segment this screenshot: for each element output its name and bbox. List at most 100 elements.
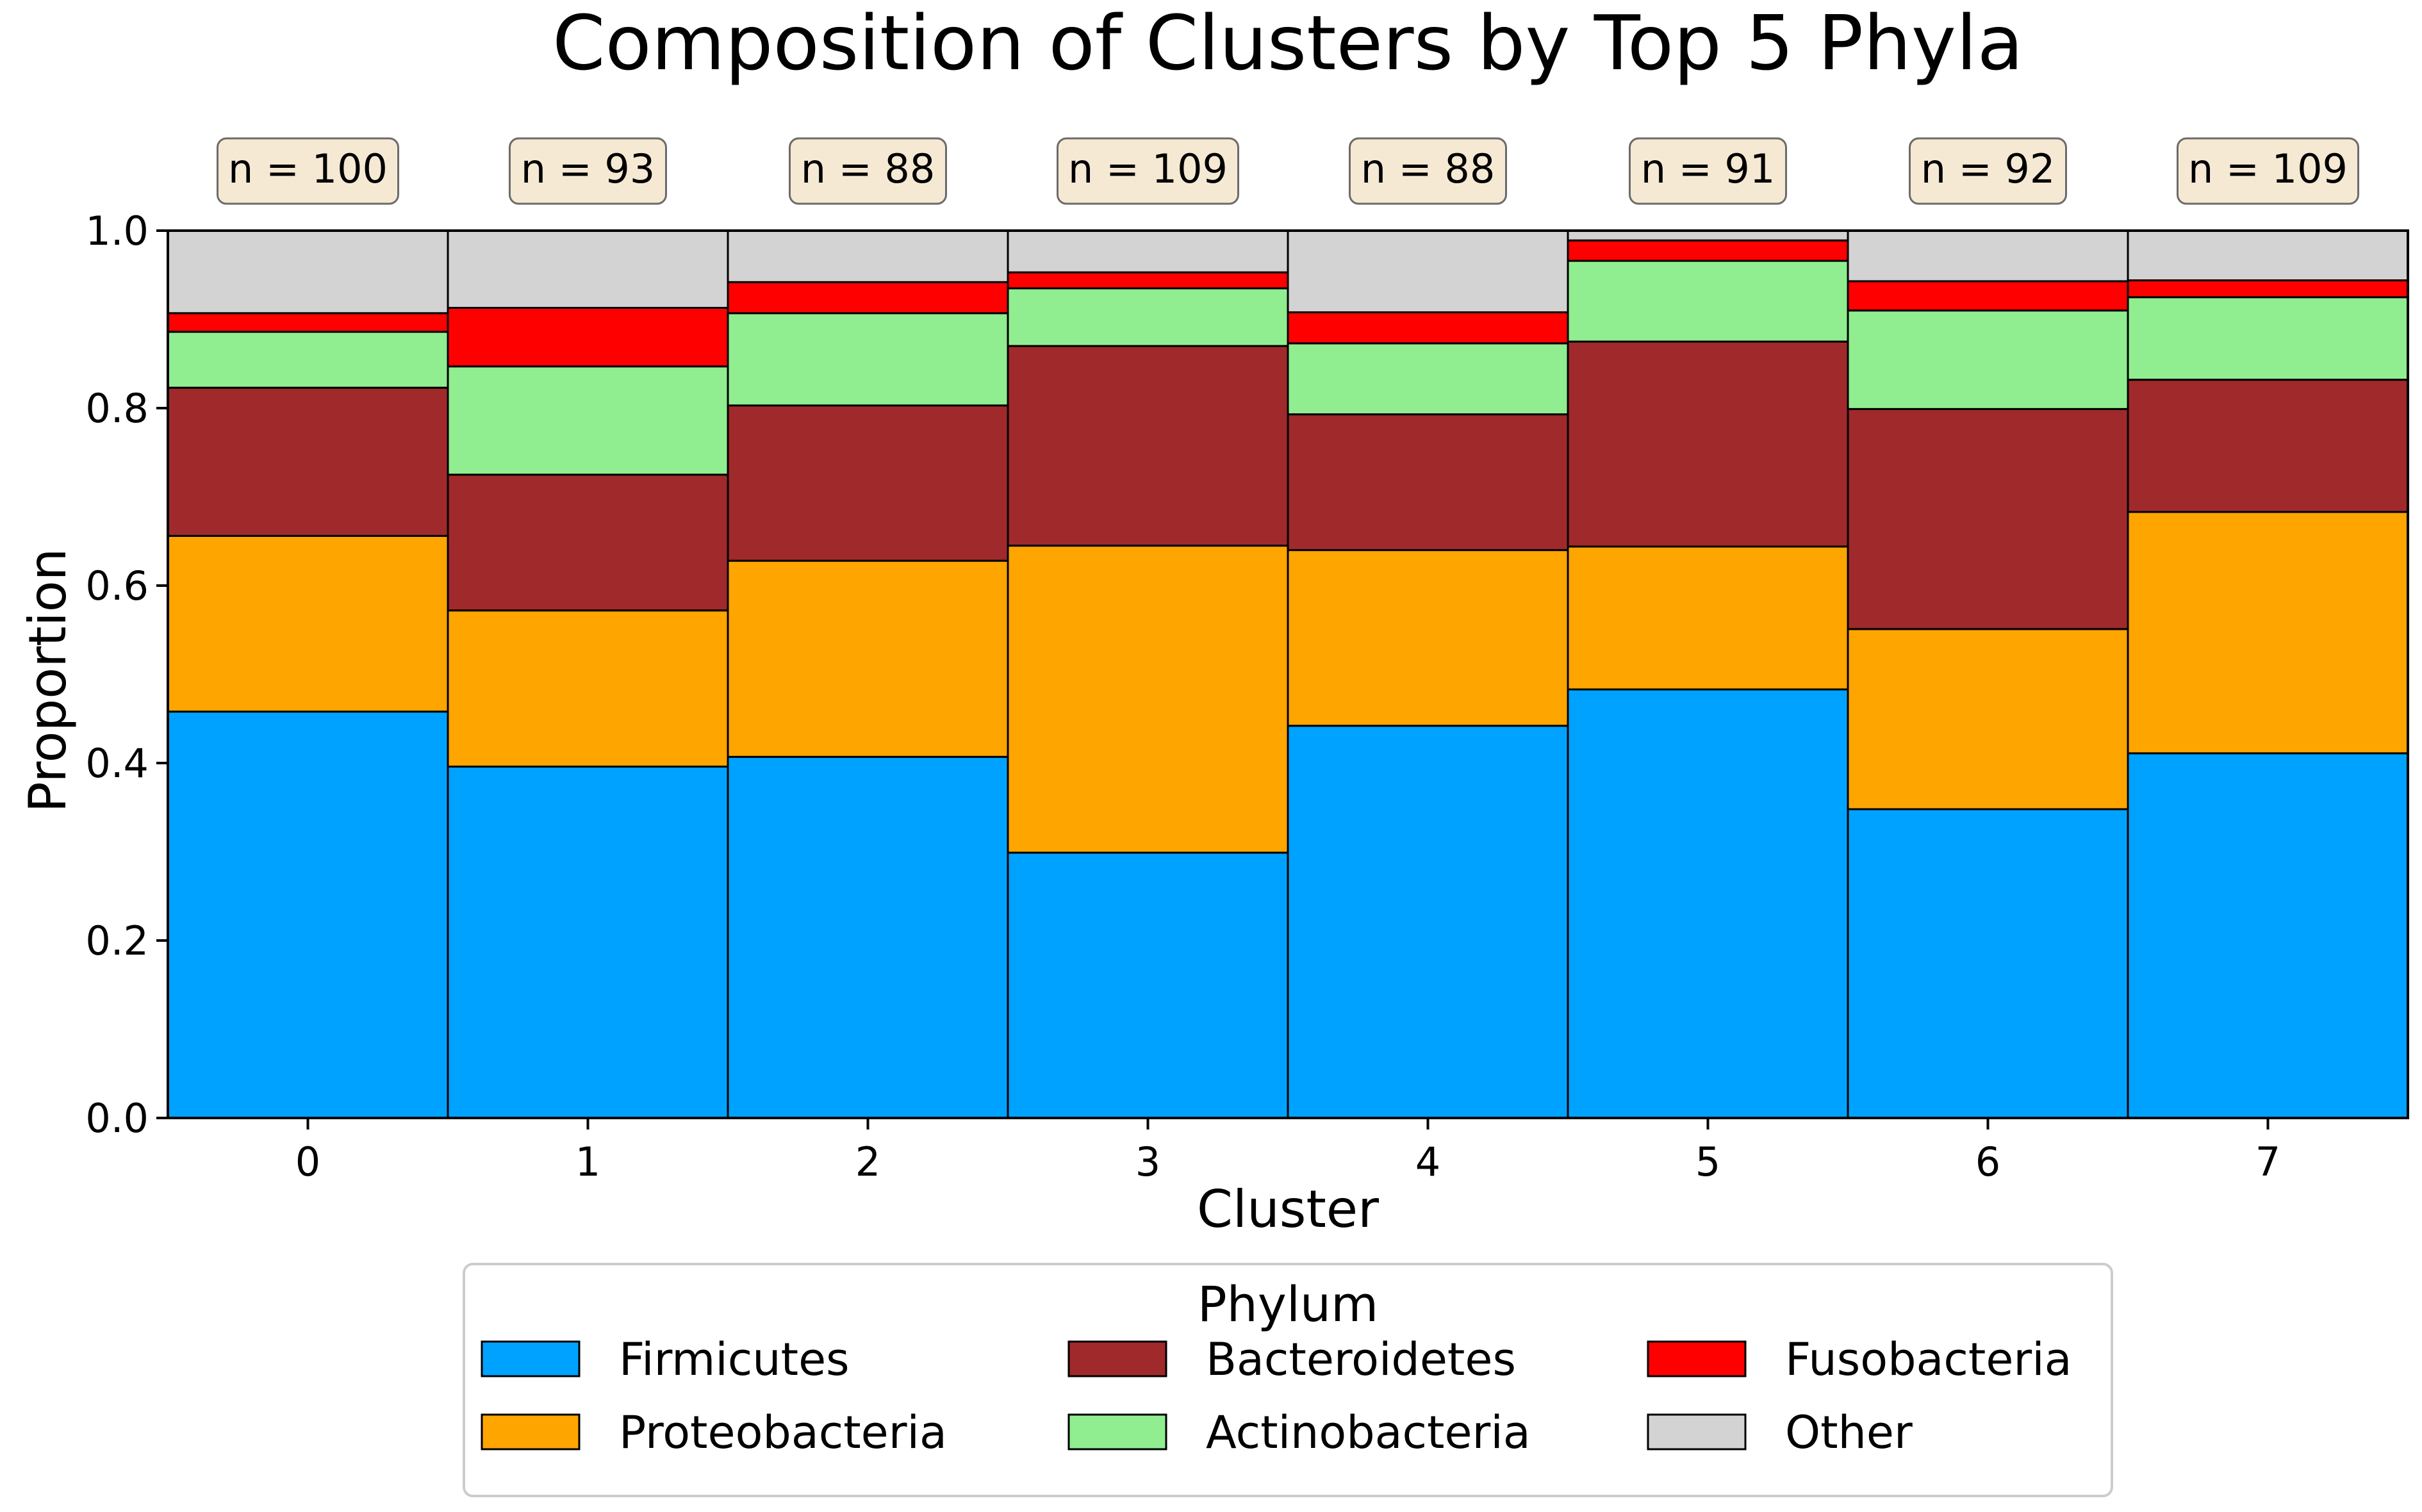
bar-segment-cluster-6-series-1 (1847, 628, 2129, 810)
bar-segment-cluster-1-series-5 (447, 229, 729, 309)
bar-segment-cluster-2-series-4 (727, 281, 1009, 315)
y-tick-label: 0.6 (85, 563, 149, 609)
count-badges: n = 100 n = 93 n = 88 n = 109 n = 88 n = 91 n … (217, 137, 2359, 205)
bar-segment-cluster-7-series-3 (2127, 296, 2409, 381)
bar-segment-cluster-4-series-4 (1287, 311, 1569, 345)
y-tick-label: 0.0 (85, 1095, 149, 1142)
bar-segment-cluster-7-series-0 (2127, 752, 2409, 1119)
bar-segment-cluster-5-series-3 (1567, 259, 1849, 343)
bar-segment-cluster-3-series-2 (1007, 345, 1289, 547)
x-tick-label: 2 (855, 1138, 880, 1185)
bar-segment-cluster-7-series-2 (2127, 379, 2409, 513)
legend-label-4: Fusobacteria (1785, 1333, 2072, 1386)
x-tick-label: 7 (2255, 1138, 2280, 1185)
x-tick-label: 6 (1975, 1138, 2000, 1185)
bar-segment-cluster-5-series-4 (1567, 239, 1849, 262)
count-badge-box (217, 137, 399, 205)
bar-segment-cluster-0-series-3 (167, 331, 449, 389)
count-badge-label: n = 92 (1921, 145, 2055, 192)
bar-segment-cluster-4-series-1 (1287, 549, 1569, 727)
bar-segment-cluster-0-series-2 (167, 386, 449, 537)
bar-segment-cluster-1-series-1 (447, 609, 729, 768)
chart-title: Composition of Clusters by Top 5 Phyla (552, 0, 2023, 87)
x-tick-label: 4 (1415, 1138, 1440, 1185)
count-badge-box (509, 137, 667, 205)
bar-segment-cluster-0-series-4 (167, 312, 449, 333)
bar-segment-cluster-0-series-0 (167, 711, 449, 1119)
bar-segment-cluster-3-series-5 (1007, 229, 1289, 274)
bar-segment-cluster-2-series-0 (727, 755, 1009, 1119)
count-badge-box (789, 137, 947, 205)
bar-segment-cluster-1-series-3 (447, 365, 729, 476)
x-tick-label: 0 (295, 1138, 320, 1185)
count-badge-box (2177, 137, 2359, 205)
bar-segment-cluster-3-series-0 (1007, 851, 1289, 1119)
legend-label-5: Other (1785, 1406, 1913, 1459)
legend-label-0: Firmicutes (619, 1333, 850, 1386)
x-tick-label: 5 (1695, 1138, 1720, 1185)
bars (167, 229, 2409, 1119)
bar-segment-cluster-3-series-4 (1007, 271, 1289, 290)
count-badge-box (1909, 137, 2067, 205)
count-badge-label: n = 88 (801, 145, 935, 192)
bar-segment-cluster-5-series-0 (1567, 688, 1849, 1119)
bar-segment-cluster-2-series-1 (727, 559, 1009, 758)
y-tick-label: 0.4 (85, 740, 149, 787)
legend-swatch-4 (1647, 1340, 1747, 1377)
x-tick-label: 1 (575, 1138, 600, 1185)
count-badge-label: n = 109 (2188, 145, 2348, 192)
bar-segment-cluster-1-series-2 (447, 473, 729, 612)
bar-segment-cluster-7-series-5 (2127, 229, 2409, 282)
legend-label-2: Bacteroidetes (1206, 1333, 1516, 1386)
count-badge-box (1349, 137, 1507, 205)
bar-segment-cluster-4-series-2 (1287, 413, 1569, 552)
legend-label-3: Actinobacteria (1206, 1406, 1531, 1459)
bar-segment-cluster-4-series-5 (1287, 229, 1569, 313)
count-badge-box (1629, 137, 1787, 205)
bar-segment-cluster-2-series-3 (727, 312, 1009, 407)
bar-segment-cluster-1-series-0 (447, 766, 729, 1119)
bar-segment-cluster-0-series-1 (167, 534, 449, 713)
count-badge-box (1057, 137, 1239, 205)
bar-segment-cluster-3-series-3 (1007, 287, 1289, 347)
bar-segment-cluster-6-series-3 (1847, 309, 2129, 410)
count-badge-label: n = 100 (228, 145, 388, 192)
bar-segment-cluster-3-series-1 (1007, 545, 1289, 854)
bar-segment-cluster-7-series-4 (2127, 279, 2409, 299)
bar-segment-cluster-6-series-0 (1847, 808, 2129, 1119)
legend-swatch-1 (481, 1413, 581, 1450)
y-tick-label: 0.2 (85, 917, 149, 964)
bar-segment-cluster-0-series-5 (167, 229, 449, 315)
legend-swatch-5 (1647, 1413, 1747, 1450)
count-badge-label: n = 109 (1068, 145, 1228, 192)
axes: 0.0 0.2 0.4 0.6 0.8 1.0 0 1 2 3 4 5 6 7 (85, 208, 2409, 1185)
y-axis-label: Proportion (18, 548, 78, 813)
bar-segment-cluster-4-series-0 (1287, 725, 1569, 1119)
y-tick-label: 1.0 (85, 208, 149, 254)
bar-segment-cluster-5-series-1 (1567, 545, 1849, 691)
legend-title: Phylum (1198, 1276, 1378, 1333)
legend-swatch-3 (1067, 1413, 1167, 1450)
legend-swatch-0 (481, 1340, 581, 1377)
legend: Phylum Firmicutes Proteobacteria Bacteroid… (463, 1263, 2113, 1497)
y-tick-label: 0.8 (85, 385, 149, 432)
bar-segment-cluster-2-series-5 (727, 229, 1009, 283)
x-axis-label: Cluster (1197, 1179, 1379, 1239)
legend-label-1: Proteobacteria (619, 1406, 947, 1459)
count-badge-label: n = 91 (1641, 145, 1775, 192)
bar-segment-cluster-6-series-5 (1847, 229, 2129, 283)
count-badge-label: n = 88 (1361, 145, 1495, 192)
bar-segment-cluster-7-series-1 (2127, 511, 2409, 755)
legend-swatch-2 (1067, 1340, 1167, 1377)
bar-segment-cluster-4-series-3 (1287, 342, 1569, 416)
count-badge-label: n = 93 (521, 145, 655, 192)
bar-segment-cluster-2-series-2 (727, 404, 1009, 562)
bar-segment-cluster-6-series-4 (1847, 280, 2129, 312)
bar-segment-cluster-1-series-4 (447, 306, 729, 368)
plot-frame (167, 229, 2409, 1119)
bar-segment-cluster-5-series-2 (1567, 340, 1849, 548)
x-tick-label: 3 (1135, 1138, 1160, 1185)
bar-segment-cluster-6-series-2 (1847, 407, 2129, 630)
legend-items: Firmicutes Proteobacteria Bacteroidetes Act… (481, 1333, 2072, 1459)
